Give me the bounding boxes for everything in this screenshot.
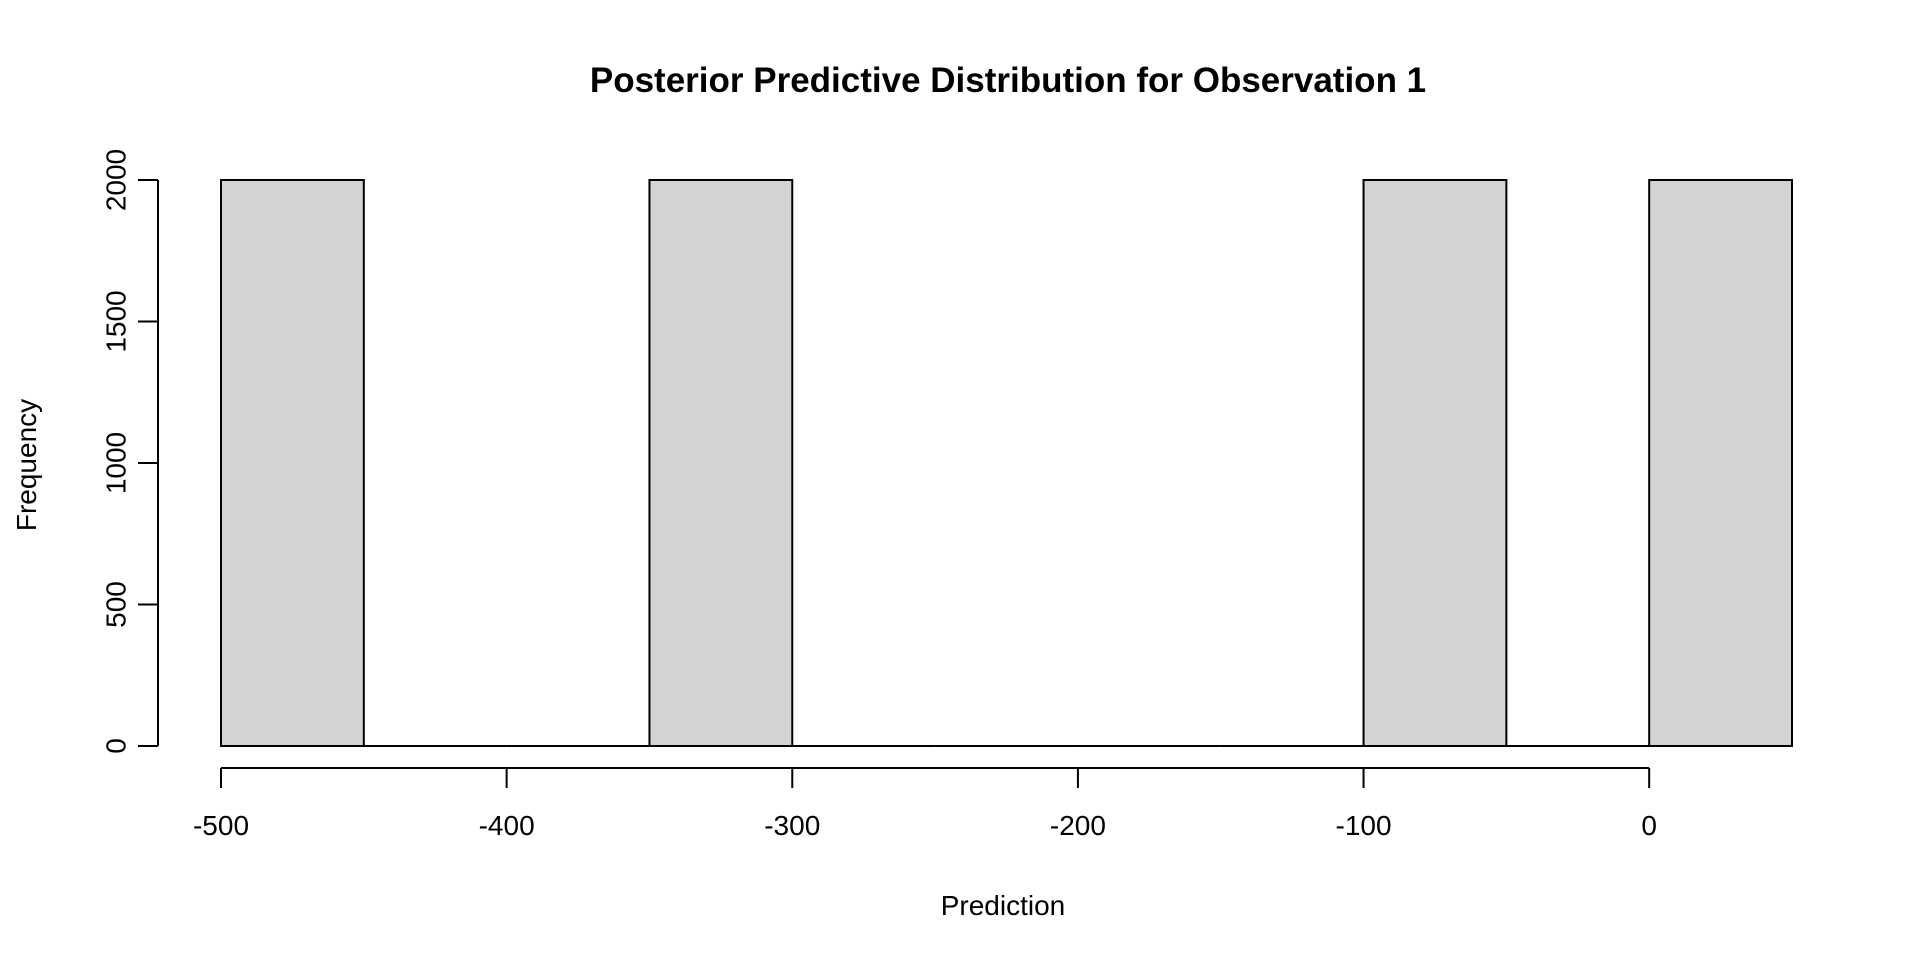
histogram-bar [1362,179,1508,747]
x-tick-label: -500 [193,810,249,841]
y-axis-label: Frequency [11,399,42,531]
x-tick-label: -100 [1336,810,1392,841]
y-tick-label: 1500 [101,290,132,352]
x-axis-label: Prediction [941,890,1066,921]
y-axis: 0 500 1000 1500 2000 [101,149,159,754]
histogram-bar [220,179,365,747]
y-tick-label: 1000 [101,432,132,494]
x-tick-label: -400 [479,810,535,841]
histogram-bar [1648,179,1793,747]
x-tick-label: -300 [764,810,820,841]
y-tick-label: 2000 [101,149,132,211]
chart-title: Posterior Predictive Distribution for Ob… [590,61,1426,100]
y-tick-label: 0 [101,738,132,754]
histogram-bars [220,179,1793,747]
y-tick-label: 500 [101,581,132,628]
x-tick-label: -200 [1050,810,1106,841]
x-tick-label: 0 [1641,810,1657,841]
x-axis: -500 -400 -300 -200 -100 0 [193,767,1657,841]
histogram-bar [648,179,794,747]
